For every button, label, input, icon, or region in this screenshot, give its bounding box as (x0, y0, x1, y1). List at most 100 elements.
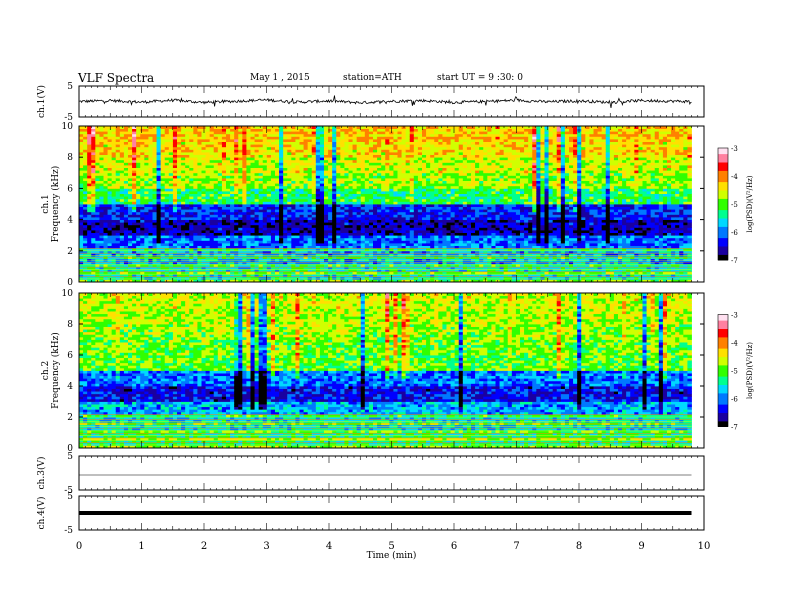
spectrogram-cell (344, 219, 349, 223)
spectrogram-cell (307, 149, 313, 153)
spectrogram-cell (132, 128, 137, 132)
spectrogram-cell (262, 227, 268, 231)
spectrogram-cell (111, 162, 117, 166)
spectrogram-cell (99, 245, 104, 249)
spectrogram-cell (107, 201, 113, 205)
spectrogram-cell (140, 279, 145, 283)
spectrogram-cell (381, 136, 386, 140)
spectrogram-cell (401, 209, 407, 213)
spectrogram-cell (87, 237, 92, 241)
spectrogram-cell (332, 276, 337, 280)
spectrogram-cell (336, 146, 341, 150)
spectrogram-cell (238, 165, 243, 168)
spectrogram-cell (360, 206, 366, 210)
spectrogram-cell (299, 271, 304, 275)
spectrogram-cell (119, 188, 125, 192)
spectrogram-cell (172, 214, 178, 218)
spectrogram-cell (385, 269, 390, 272)
spectrogram-cell (172, 144, 178, 148)
spectrogram-cell (364, 248, 370, 252)
spectrogram-cell (275, 227, 280, 231)
spectrogram-cell (132, 237, 137, 241)
spectrogram-cell (340, 149, 345, 153)
spectrogram-cell (217, 217, 223, 220)
spectrogram-cell (79, 245, 84, 249)
spectrogram-cell (328, 146, 333, 150)
spectrogram-cell (99, 243, 104, 246)
spectrogram-cell (250, 204, 255, 207)
spectrogram-cell (168, 198, 174, 202)
spectrogram-cell (156, 222, 162, 226)
spectrogram-cell (193, 149, 198, 153)
spectrogram-cell (128, 180, 133, 184)
spectrogram-cell (193, 232, 198, 236)
spectrogram-cell (79, 172, 84, 176)
spectrogram-cell (168, 144, 174, 148)
spectrogram-cell (103, 245, 108, 249)
spectrogram-cell (340, 240, 345, 244)
spectrogram-cell (234, 269, 239, 272)
spectrogram-cell (132, 178, 137, 181)
spectrogram-cell (91, 196, 96, 200)
spectrogram-cell (197, 152, 202, 155)
spectrogram-cell (185, 253, 190, 257)
spectrogram-cell (213, 235, 219, 239)
spectrogram-cell (99, 230, 104, 233)
spectrogram-cell (377, 243, 382, 246)
spectrogram-cell (303, 201, 309, 205)
spectrogram-cell (242, 172, 247, 176)
spectrogram-cell (360, 204, 366, 207)
spectrogram-cell (132, 240, 137, 244)
spectrogram-cell (217, 204, 223, 207)
spectrogram-cell (356, 198, 362, 202)
spectrogram-cell (307, 152, 313, 155)
spectrogram-cell (315, 276, 321, 280)
spectrogram-cell (291, 250, 296, 254)
spectrogram-cell (348, 248, 353, 252)
spectrogram-cell (340, 276, 345, 280)
spectrogram-cell (185, 279, 190, 283)
spectrogram-cell (397, 266, 402, 270)
spectrogram-cell (177, 191, 182, 194)
spectrogram-cell (177, 180, 182, 184)
spectrogram-cell (172, 183, 178, 187)
spectrogram-cell (172, 157, 178, 161)
spectrogram-cell (234, 253, 239, 257)
spectrogram-cell (299, 227, 304, 231)
spectrogram-cell (377, 198, 382, 202)
spectrogram-cell (389, 165, 394, 168)
spectrogram-cell (217, 253, 223, 257)
spectrogram-cell (401, 266, 407, 270)
spectrogram-cell (254, 141, 260, 145)
spectrogram-cell (307, 201, 313, 205)
spectrogram-cell (79, 209, 84, 213)
spectrogram-cell (99, 149, 104, 153)
spectrogram-cell (221, 126, 227, 129)
spectrogram-cell (336, 149, 341, 153)
spectrogram-cell (226, 227, 231, 231)
spectrogram-cell (336, 162, 341, 166)
spectrogram-cell (181, 250, 186, 254)
spectrogram-cell (393, 183, 398, 187)
spectrogram-cell (128, 263, 133, 267)
spectrogram-cell (352, 136, 358, 140)
spectrogram-cell (185, 139, 190, 142)
spectrogram-cell (246, 237, 251, 241)
spectrogram-cell (226, 136, 231, 140)
spectrogram-cell (91, 227, 96, 231)
spectrogram-cell (332, 253, 337, 257)
spectrogram-cell (270, 146, 276, 150)
spectrogram-cell (111, 136, 117, 140)
spectrogram-cell (119, 165, 125, 168)
spectrogram-cell (377, 263, 382, 267)
spectrogram-cell (409, 191, 415, 194)
spectrogram-cell (262, 209, 268, 213)
spectrogram-cell (172, 152, 178, 155)
spectrogram-cell (164, 256, 170, 259)
spectrogram-cell (91, 159, 96, 163)
spectrogram-cell (303, 204, 309, 207)
spectrogram-cell (328, 248, 333, 252)
spectrogram-cell (283, 219, 288, 223)
spectrogram-cell (156, 224, 162, 228)
spectrogram-cell (409, 198, 415, 202)
